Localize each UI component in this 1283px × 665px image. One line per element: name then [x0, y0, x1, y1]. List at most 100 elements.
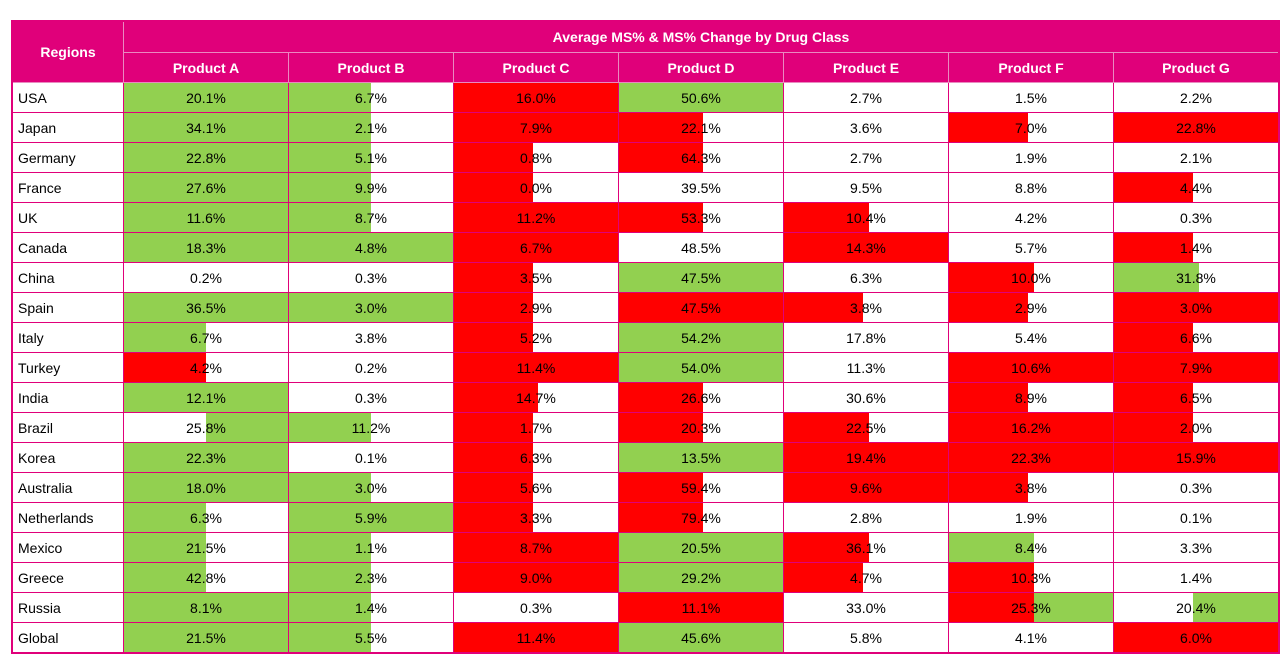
value-cell: 20.4%: [1113, 592, 1280, 623]
negative-change-bar: [949, 353, 1113, 382]
value-text: 16.2%: [1011, 419, 1051, 436]
value-cell: 3.0%: [288, 472, 454, 503]
value-cell: 14.7%: [453, 382, 619, 413]
value-cell: 14.3%: [783, 232, 949, 263]
negative-change-bar: [1114, 383, 1193, 412]
value-cell: 6.5%: [1113, 382, 1280, 413]
value-text: 8.4%: [1015, 539, 1047, 556]
value-text: 11.6%: [186, 209, 226, 226]
value-cell: 1.9%: [948, 502, 1114, 533]
value-cell: 2.9%: [453, 292, 619, 323]
value-text: 36.5%: [186, 299, 226, 316]
region-label: Spain: [11, 292, 124, 323]
value-text: 50.6%: [681, 89, 721, 106]
value-text: 25.3%: [1011, 599, 1051, 616]
table-body: USA 20.1% 6.7% 16.0% 50.6% 2.7% 1.5% 2.2% Japan 3…: [11, 82, 1280, 654]
value-text: 3.0%: [355, 479, 387, 496]
value-text: 22.5%: [846, 419, 886, 436]
value-cell: 11.6%: [123, 202, 289, 233]
value-text: 4.7%: [850, 569, 882, 586]
value-cell: 30.6%: [783, 382, 949, 413]
value-text: 19.4%: [846, 449, 886, 466]
value-text: 11.4%: [516, 359, 556, 376]
positive-change-bar: [124, 203, 288, 232]
negative-change-bar: [454, 443, 533, 472]
value-text: 53.3%: [681, 209, 721, 226]
value-text: 8.8%: [1015, 179, 1047, 196]
value-text: 0.3%: [520, 599, 552, 616]
value-text: 0.3%: [355, 389, 387, 406]
value-text: 11.4%: [516, 629, 556, 646]
value-text: 5.7%: [1015, 239, 1047, 256]
negative-change-bar: [619, 203, 703, 232]
value-cell: 3.6%: [783, 112, 949, 143]
value-cell: 6.6%: [1113, 322, 1280, 353]
positive-change-bar: [289, 143, 371, 172]
value-text: 31.8%: [1176, 269, 1216, 286]
value-text: 0.1%: [1180, 509, 1212, 526]
table-row: Turkey 4.2% 0.2% 11.4% 54.0% 11.3% 10.6% 7.9%: [11, 352, 1280, 383]
value-cell: 11.4%: [453, 622, 619, 654]
value-cell: 2.7%: [783, 142, 949, 173]
region-label: Mexico: [11, 532, 124, 563]
table-row: Global 21.5% 5.5% 11.4% 45.6% 5.8% 4.1% 6.0%: [11, 622, 1280, 654]
value-text: 3.5%: [520, 269, 552, 286]
value-text: 20.5%: [681, 539, 721, 556]
value-text: 18.3%: [186, 239, 226, 256]
value-cell: 15.9%: [1113, 442, 1280, 473]
value-cell: 3.8%: [948, 472, 1114, 503]
region-label: UK: [11, 202, 124, 233]
value-cell: 3.8%: [288, 322, 454, 353]
value-cell: 1.4%: [1113, 562, 1280, 593]
positive-change-bar: [289, 623, 371, 652]
value-text: 8.7%: [520, 539, 552, 556]
positive-change-bar: [124, 533, 206, 562]
value-text: 20.4%: [1176, 599, 1216, 616]
positive-change-bar: [1114, 263, 1200, 292]
value-cell: 48.5%: [618, 232, 784, 263]
positive-change-bar: [619, 323, 783, 352]
negative-change-bar: [784, 533, 870, 562]
region-label: Australia: [11, 472, 124, 503]
negative-change-bar: [784, 233, 948, 262]
value-text: 9.6%: [850, 479, 882, 496]
negative-change-bar: [454, 503, 533, 532]
negative-change-bar: [454, 173, 533, 202]
table-title: Average MS% & MS% Change by Drug Class: [123, 20, 1280, 53]
value-cell: 20.3%: [618, 412, 784, 443]
value-cell: 17.8%: [783, 322, 949, 353]
value-cell: 0.8%: [453, 142, 619, 173]
negative-change-bar: [619, 383, 703, 412]
value-cell: 19.4%: [783, 442, 949, 473]
value-cell: 18.0%: [123, 472, 289, 503]
region-label: Turkey: [11, 352, 124, 383]
value-cell: 26.6%: [618, 382, 784, 413]
table-row: UK 11.6% 8.7% 11.2% 53.3% 10.4% 4.2% 0.3%: [11, 202, 1280, 233]
value-cell: 27.6%: [123, 172, 289, 203]
positive-change-bar: [289, 563, 371, 592]
value-text: 0.3%: [355, 269, 387, 286]
value-text: 10.4%: [846, 209, 886, 226]
value-cell: 20.1%: [123, 82, 289, 113]
value-cell: 34.1%: [123, 112, 289, 143]
value-text: 1.9%: [1015, 509, 1047, 526]
ms-change-table: Regions Average MS% & MS% Change by Drug…: [11, 20, 1280, 654]
value-cell: 1.1%: [288, 532, 454, 563]
positive-change-bar: [289, 83, 371, 112]
value-text: 34.1%: [186, 119, 226, 136]
negative-change-bar: [1114, 413, 1193, 442]
value-text: 2.3%: [355, 569, 387, 586]
value-text: 2.7%: [850, 149, 882, 166]
positive-change-bar: [124, 173, 288, 202]
value-text: 6.7%: [355, 89, 387, 106]
value-cell: 7.9%: [1113, 352, 1280, 383]
negative-change-bar: [454, 83, 618, 112]
negative-change-bar: [1114, 293, 1278, 322]
value-cell: 3.8%: [783, 292, 949, 323]
positive-change-bar: [289, 203, 371, 232]
region-label: Brazil: [11, 412, 124, 443]
value-text: 22.1%: [681, 119, 721, 136]
value-cell: 0.2%: [123, 262, 289, 293]
value-text: 6.3%: [850, 269, 882, 286]
value-text: 47.5%: [681, 299, 721, 316]
